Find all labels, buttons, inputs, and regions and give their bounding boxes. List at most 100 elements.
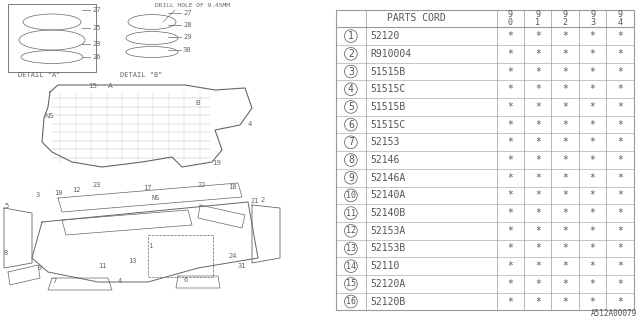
Text: *: *	[562, 137, 568, 147]
Text: 28: 28	[183, 22, 191, 28]
Text: 27: 27	[183, 10, 191, 16]
Text: *: *	[589, 297, 595, 307]
Text: 52153: 52153	[370, 137, 399, 147]
Text: 1: 1	[148, 243, 152, 249]
Text: 27: 27	[92, 7, 100, 13]
Text: 2: 2	[260, 197, 264, 203]
Text: 52110: 52110	[370, 261, 399, 271]
Text: *: *	[535, 120, 541, 130]
Text: *: *	[508, 102, 513, 112]
Text: 52140A: 52140A	[370, 190, 406, 200]
Text: *: *	[562, 102, 568, 112]
Text: *: *	[508, 261, 513, 271]
Text: *: *	[535, 102, 541, 112]
Text: *: *	[589, 190, 595, 200]
Text: 19: 19	[212, 160, 221, 166]
Text: 11: 11	[98, 263, 106, 269]
Text: 8: 8	[348, 155, 354, 165]
Text: *: *	[589, 49, 595, 59]
Text: *: *	[535, 208, 541, 218]
Text: *: *	[617, 190, 623, 200]
Text: *: *	[535, 261, 541, 271]
Text: *: *	[508, 208, 513, 218]
Text: *: *	[589, 120, 595, 130]
Text: *: *	[589, 173, 595, 183]
Text: *: *	[589, 137, 595, 147]
Bar	[8, 4, 96, 72]
Text: 9: 9	[38, 265, 42, 271]
Text: 9
1: 9 1	[535, 10, 540, 27]
Text: A: A	[108, 83, 113, 89]
Text: 17: 17	[143, 185, 152, 191]
Text: 16: 16	[346, 297, 356, 306]
Text: *: *	[535, 173, 541, 183]
Text: *: *	[617, 67, 623, 76]
Text: *: *	[617, 155, 623, 165]
Text: *: *	[535, 190, 541, 200]
Text: *: *	[617, 102, 623, 112]
Text: 29: 29	[183, 34, 191, 40]
Text: *: *	[508, 49, 513, 59]
Text: *: *	[562, 155, 568, 165]
Text: DETAIL "B": DETAIL "B"	[120, 72, 163, 78]
Text: 25: 25	[92, 25, 100, 31]
Text: 7: 7	[348, 137, 354, 147]
Text: 52120B: 52120B	[370, 297, 406, 307]
Text: *: *	[617, 261, 623, 271]
Text: 4: 4	[248, 121, 252, 127]
Text: *: *	[562, 297, 568, 307]
Text: 18: 18	[228, 184, 237, 190]
Text: *: *	[617, 120, 623, 130]
Text: 7: 7	[52, 278, 56, 284]
Text: *: *	[617, 226, 623, 236]
Text: 9
0: 9 0	[508, 10, 513, 27]
Text: 14: 14	[346, 262, 356, 271]
Text: *: *	[562, 208, 568, 218]
Text: *: *	[508, 190, 513, 200]
Text: *: *	[535, 297, 541, 307]
Text: 12: 12	[72, 187, 81, 193]
Text: NS: NS	[44, 113, 54, 119]
Text: *: *	[589, 67, 595, 76]
Text: *: *	[508, 155, 513, 165]
Text: *: *	[617, 279, 623, 289]
Text: 51515B: 51515B	[370, 67, 406, 76]
Text: PARTS CORD: PARTS CORD	[387, 13, 445, 23]
Text: *: *	[617, 173, 623, 183]
Text: B: B	[195, 100, 200, 106]
Text: *: *	[589, 155, 595, 165]
Text: *: *	[589, 208, 595, 218]
Text: *: *	[617, 137, 623, 147]
Text: *: *	[535, 84, 541, 94]
Text: *: *	[589, 102, 595, 112]
Text: *: *	[508, 67, 513, 76]
Text: *: *	[562, 67, 568, 76]
Text: 31: 31	[238, 263, 246, 269]
Text: 22: 22	[197, 182, 205, 188]
Text: 51515C: 51515C	[370, 84, 406, 94]
Text: *: *	[535, 226, 541, 236]
Text: 15: 15	[346, 279, 356, 288]
Text: *: *	[589, 261, 595, 271]
Text: *: *	[562, 190, 568, 200]
Text: 52153B: 52153B	[370, 244, 406, 253]
Text: 5: 5	[348, 102, 354, 112]
Text: 3: 3	[36, 192, 40, 198]
Text: *: *	[617, 208, 623, 218]
Text: *: *	[617, 297, 623, 307]
Text: *: *	[562, 279, 568, 289]
Text: 52120: 52120	[370, 31, 399, 41]
Text: 23: 23	[92, 182, 100, 188]
Text: 5: 5	[4, 203, 8, 209]
Text: 2: 2	[348, 49, 354, 59]
Text: *: *	[535, 31, 541, 41]
Text: *: *	[589, 226, 595, 236]
Text: *: *	[589, 31, 595, 41]
Text: *: *	[508, 120, 513, 130]
Text: *: *	[508, 226, 513, 236]
Text: NS: NS	[152, 195, 161, 201]
Text: 21: 21	[250, 198, 259, 204]
Text: 10: 10	[54, 190, 63, 196]
Text: 9
4: 9 4	[618, 10, 623, 27]
Text: *: *	[589, 279, 595, 289]
